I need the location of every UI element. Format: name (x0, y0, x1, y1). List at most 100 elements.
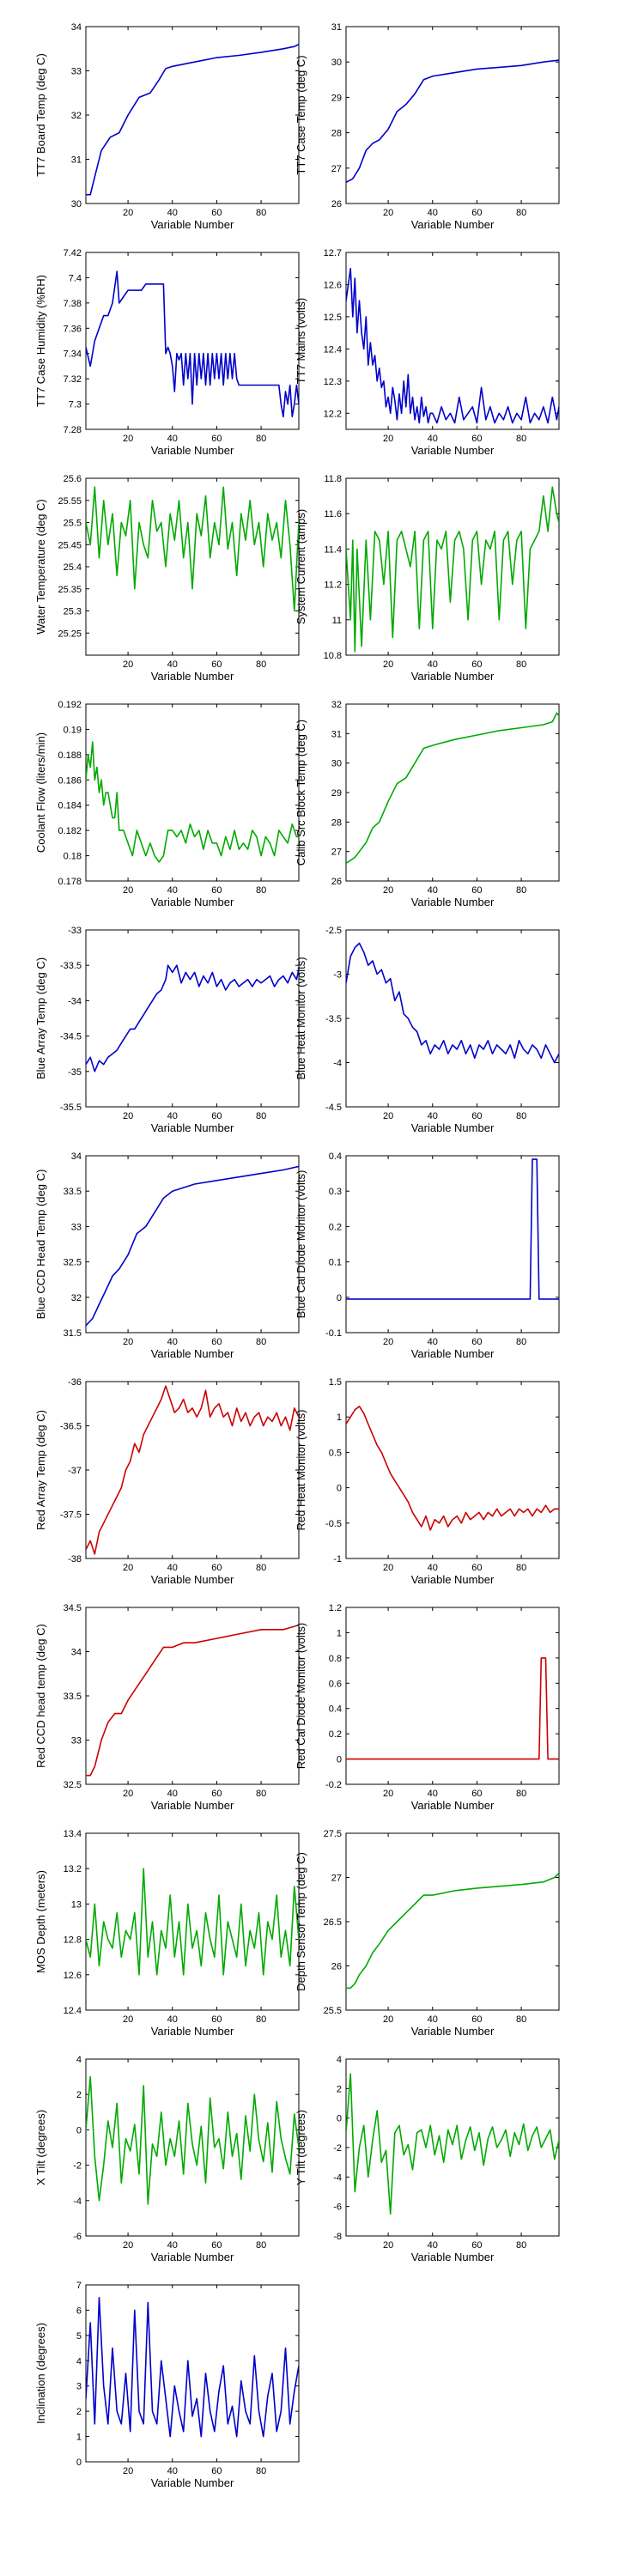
series-line (86, 270, 299, 418)
y-tick-label: 7.42 (64, 248, 82, 258)
x-tick-label: 80 (516, 885, 526, 896)
y-tick-label: 0.1 (329, 1258, 342, 1268)
y-tick-label: 32.5 (64, 1258, 82, 1268)
axes-frame (345, 26, 560, 204)
x-tick-label: 20 (123, 434, 133, 444)
series-line (86, 2075, 299, 2205)
series-line (86, 1624, 299, 1777)
y-tick-label: 2 (337, 2084, 342, 2094)
series-line (86, 1868, 299, 1976)
axes-frame (85, 2058, 300, 2237)
y-tick-label: 4 (337, 2055, 342, 2065)
y-axis-label: Depth Sensor Temp (deg C) (295, 1852, 307, 1991)
y-tick-label: 2 (76, 2407, 82, 2417)
x-tick-label: 80 (516, 2240, 526, 2251)
x-tick-label: 80 (256, 2014, 266, 2025)
x-tick-label: 80 (256, 2240, 266, 2251)
x-tick-label: 60 (211, 1789, 222, 1799)
x-tick-label: 60 (211, 2240, 222, 2251)
y-axis-label: Blue Heat Monitor (volts) (295, 957, 307, 1079)
series-line (86, 43, 299, 196)
x-tick-label: 60 (211, 2014, 222, 2025)
x-tick-label: 60 (471, 885, 482, 896)
chart-panel: 20 40 60 80 31.5 32 32.5 33 33.5 34 Variable Numbe… (34, 1151, 300, 1360)
series-line (346, 486, 559, 653)
y-tick-label: 13.4 (64, 1829, 82, 1839)
y-axis-label: TT7 Case Temp (deg C) (295, 55, 307, 174)
x-tick-label: 40 (167, 434, 178, 444)
x-axis-label: Variable Number (411, 896, 495, 908)
axes-frame (345, 252, 560, 430)
y-tick-label: 12.5 (324, 313, 342, 323)
x-tick-label: 20 (123, 2466, 133, 2476)
y-tick-label: 31.5 (64, 1328, 82, 1339)
x-tick-label: 60 (471, 1563, 482, 1573)
x-tick-label: 80 (516, 1111, 526, 1121)
y-tick-label: 25.45 (58, 540, 82, 550)
y-tick-label: 3 (76, 2382, 82, 2392)
x-tick-label: 80 (516, 659, 526, 670)
x-axis-label: Variable Number (151, 1799, 234, 1812)
y-axis-label: TT7 Case Humidity (%RH) (34, 275, 47, 407)
y-tick-label: 31 (331, 729, 342, 739)
x-tick-label: 40 (167, 2240, 178, 2251)
series-line (346, 942, 559, 1064)
y-tick-label: 0.6 (329, 1679, 342, 1689)
y-tick-label: 31 (331, 22, 342, 33)
chart-panel: 20 40 60 80 -4.5 -4 -3.5 -3 -2.5 Variable Number B… (295, 926, 560, 1134)
x-axis-label: Variable Number (411, 1573, 495, 1586)
y-axis-label: Coolant Flow (liters/min) (34, 732, 47, 853)
x-tick-label: 20 (123, 1789, 133, 1799)
y-tick-label: 7.36 (64, 324, 82, 334)
y-tick-label: 31 (71, 155, 82, 166)
y-tick-label: -36 (68, 1377, 82, 1388)
axes-frame (345, 703, 560, 882)
y-axis-label: System Current (amps) (295, 509, 307, 624)
y-tick-label: 12.6 (324, 280, 342, 290)
series-line (86, 2296, 299, 2438)
chart-panel: 20 40 60 80 10.8 11 11.2 11.4 11.6 11.8 Variable N… (295, 474, 560, 683)
x-axis-label: Variable Number (411, 1799, 495, 1812)
x-tick-label: 60 (471, 1789, 482, 1799)
y-tick-label: 0.188 (58, 750, 82, 761)
y-tick-label: 1 (337, 1413, 342, 1423)
x-tick-label: 40 (428, 1789, 438, 1799)
y-tick-label: 0.2 (329, 1729, 342, 1740)
x-tick-label: 80 (256, 1111, 266, 1121)
y-tick-label: 25.35 (58, 585, 82, 595)
axes-frame (345, 1832, 560, 2011)
y-tick-label: 28 (331, 129, 342, 139)
y-tick-label: 0.178 (58, 877, 82, 887)
axes-frame (85, 1381, 300, 1559)
y-tick-label: -0.2 (325, 1780, 342, 1790)
y-tick-label: 13.2 (64, 1864, 82, 1874)
series-line (346, 1657, 559, 1760)
x-tick-label: 60 (471, 208, 482, 218)
x-axis-label: Variable Number (411, 218, 495, 231)
y-tick-label: 2 (76, 2090, 82, 2100)
x-axis-label: Variable Number (151, 2476, 234, 2489)
y-tick-label: 0.192 (58, 700, 82, 710)
x-axis-label: Variable Number (151, 444, 234, 457)
x-tick-label: 60 (471, 2014, 482, 2025)
x-tick-label: 80 (256, 659, 266, 670)
y-axis-label: Blue Cal Diode Monitor (volts) (295, 1170, 307, 1319)
y-tick-label: -6 (73, 2232, 82, 2242)
x-tick-label: 60 (471, 659, 482, 670)
x-axis-label: Variable Number (151, 2025, 234, 2038)
x-tick-label: 20 (123, 2240, 133, 2251)
y-tick-label: 4 (76, 2055, 82, 2065)
x-tick-label: 40 (167, 659, 178, 670)
x-tick-label: 80 (516, 2014, 526, 2025)
x-tick-label: 20 (123, 1337, 133, 1347)
x-tick-label: 40 (428, 659, 438, 670)
y-tick-label: -34 (68, 996, 82, 1006)
y-axis-label: TT7 Board Temp (deg C) (34, 53, 47, 177)
y-tick-label: 25.5 (324, 2006, 342, 2016)
x-tick-label: 20 (383, 1111, 393, 1121)
axes-frame (345, 1381, 560, 1559)
x-tick-label: 60 (471, 2240, 482, 2251)
axes-frame (85, 26, 300, 204)
y-tick-label: 25.5 (64, 519, 82, 529)
y-tick-label: 29 (331, 788, 342, 799)
